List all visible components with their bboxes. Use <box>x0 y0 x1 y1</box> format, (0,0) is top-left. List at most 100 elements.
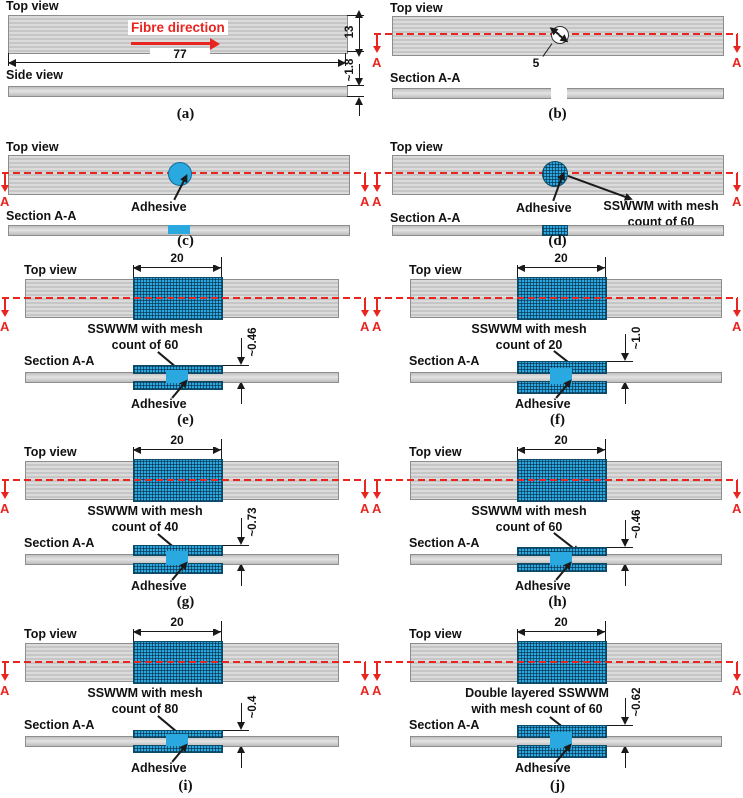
adhesive-patch <box>168 225 190 234</box>
section-arrow-icon <box>373 34 381 53</box>
mesh-annotation-line2: count of 60 <box>111 337 179 352</box>
thickness-dimension-line <box>236 338 247 365</box>
section-line <box>374 661 738 663</box>
view-label: Top view <box>390 140 443 154</box>
section-marker: A <box>732 683 742 698</box>
section-line <box>2 479 366 481</box>
thickness-dimension-line <box>354 97 365 116</box>
patch-width-dimension: 20 <box>133 433 221 448</box>
thickness-dimension: ~0.4 <box>247 695 259 719</box>
view-label: Top view <box>390 1 443 15</box>
panel-caption: (h) <box>548 594 567 610</box>
panel-caption: (i) <box>178 778 193 794</box>
panel-caption: (f) <box>550 412 565 428</box>
section-marker: A <box>732 319 742 334</box>
section-arrow-icon <box>1 298 9 317</box>
height-dimension-line <box>354 10 365 57</box>
width-dimension: 77 <box>150 47 210 62</box>
section-arrow-icon <box>361 298 369 317</box>
thickness-dimension-line <box>236 703 247 730</box>
thickness-dimension-line <box>620 520 631 547</box>
thickness-dimension: ~1.0 <box>631 326 643 350</box>
view-label: Section A-A <box>409 536 480 550</box>
mesh-annotation-line1: SSWWM with mesh <box>603 199 719 213</box>
extension-line <box>605 257 607 278</box>
mesh-annotation-line2: count of 20 <box>495 337 563 352</box>
extension-line <box>605 621 607 642</box>
section-arrow-icon <box>361 662 369 681</box>
hole-gap <box>551 87 567 99</box>
height-dimension: 13 <box>344 25 356 39</box>
view-label: Section A-A <box>24 536 95 550</box>
fibre-direction-label: Fibre direction <box>128 20 228 35</box>
patch-width-dimension-line <box>517 444 605 455</box>
width-dimension-line <box>8 57 346 68</box>
panel-caption: (j) <box>550 778 565 794</box>
section-marker: A <box>372 319 382 334</box>
mesh-annotation: Double layered SSWWM with mesh count of … <box>442 686 632 717</box>
section-marker: A <box>0 319 10 334</box>
thickness-dimension: ~0.62 <box>631 687 643 717</box>
panel-c: Top view A A Adhesive Section A-A (c) <box>0 129 371 249</box>
section-arrow-icon <box>361 480 369 499</box>
extension-line <box>221 257 223 278</box>
section-arrow-icon <box>733 298 741 317</box>
section-marker: A <box>372 55 382 70</box>
section-marker: A <box>360 194 370 209</box>
section-line <box>2 661 366 663</box>
view-label: Top view <box>24 627 77 641</box>
adhesive-label: Adhesive <box>515 761 571 775</box>
thickness-dimension-line <box>620 563 631 586</box>
patch-width-dimension-line <box>133 626 221 637</box>
patch-width-dimension-line <box>517 262 605 273</box>
thickness-dimension-line <box>620 381 631 404</box>
thickness-dimension-line <box>236 381 247 404</box>
panel-f: 20 Top view A A SSWWM with mesh count of… <box>372 248 743 430</box>
patch-width-dimension: 20 <box>517 433 605 448</box>
panel-g: 20 Top view A A SSWWM with mesh count of… <box>0 430 371 612</box>
view-label: Section A-A <box>390 211 461 225</box>
view-label: Section A-A <box>409 718 480 732</box>
section-marker: A <box>732 501 742 516</box>
section-arrow-icon <box>373 480 381 499</box>
adhesive-label: Adhesive <box>131 579 187 593</box>
section-marker: A <box>372 501 382 516</box>
section-arrow-icon <box>373 173 381 192</box>
thickness-dimension: ~0.73 <box>247 507 259 537</box>
view-label: Top view <box>409 445 462 459</box>
mesh-annotation: SSWWM with mesh count of 60 <box>469 504 589 535</box>
panel-caption: (c) <box>177 233 194 249</box>
thickness-dimension-line <box>354 64 365 86</box>
mesh-annotation: SSWWM with mesh count of 20 <box>469 322 589 353</box>
extension-line <box>347 96 364 98</box>
patch-width-dimension: 20 <box>517 615 605 630</box>
fibre-direction-arrow-icon <box>131 37 220 50</box>
view-label: Section A-A <box>409 354 480 368</box>
panel-h: 20 Top view A A SSWWM with mesh count of… <box>372 430 743 612</box>
panel-e: 20 Top view A A SSWWM with mesh count of… <box>0 248 371 430</box>
panel-caption: (b) <box>548 106 567 122</box>
panel-i: 20 Top view A A SSWWM with mesh count of… <box>0 612 371 798</box>
patch-width-dimension-line <box>133 444 221 455</box>
view-label: Top view <box>6 0 59 13</box>
section-marker: A <box>732 194 742 209</box>
panel-caption: (g) <box>176 594 195 610</box>
mesh-annotation-line1: SSWWM with mesh <box>87 322 203 336</box>
mesh-annotation-line1: SSWWM with mesh <box>471 504 587 518</box>
section-marker: A <box>0 194 10 209</box>
view-label: Top view <box>24 263 77 277</box>
section-arrow-icon <box>733 480 741 499</box>
section-marker: A <box>732 55 742 70</box>
adhesive-label: Adhesive <box>515 579 571 593</box>
thickness-dimension: ~0.46 <box>631 509 643 539</box>
section-arrow-icon <box>1 662 9 681</box>
adhesive-label: Adhesive <box>515 397 571 411</box>
mesh-annotation-line2: with mesh count of 60 <box>471 701 603 716</box>
section-arrow-icon <box>373 662 381 681</box>
panel-caption: (e) <box>177 412 194 428</box>
thickness-dimension-line <box>620 334 631 361</box>
extension-line <box>605 547 633 549</box>
view-label: Section A-A <box>390 71 461 85</box>
adhesive-label: Adhesive <box>516 201 572 215</box>
view-label: Section A-A <box>24 354 95 368</box>
